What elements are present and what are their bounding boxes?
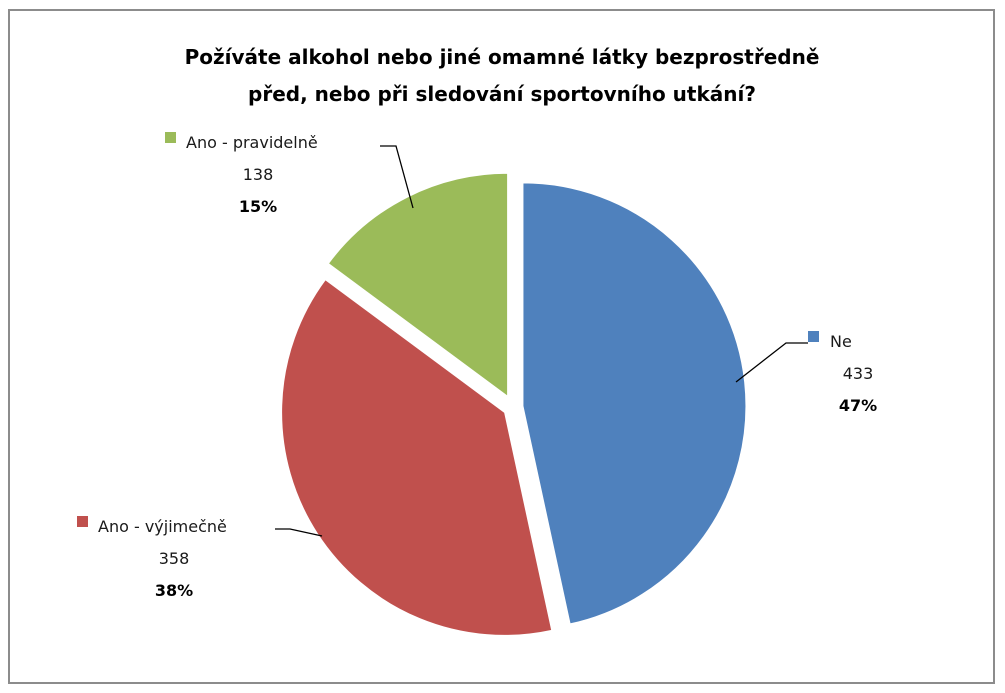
legend-key-1 (77, 516, 88, 527)
chart-title-line-1: Požíváte alkohol nebo jiné omamné látky … (185, 45, 820, 69)
slice-label-1: Ano - výjimečně (98, 517, 227, 536)
pie-slices (281, 172, 747, 636)
slice-value-0: 433 (843, 364, 874, 383)
slice-label-0: Ne (830, 332, 852, 351)
slice-value-2: 138 (243, 165, 274, 184)
pie-slice-2 (327, 172, 509, 398)
pie-slice-1 (281, 279, 553, 636)
leader-line-0 (735, 342, 808, 383)
legend-key-2 (165, 132, 176, 143)
leader-line-1 (275, 528, 323, 537)
slice-percent-1: 38% (155, 581, 193, 600)
slice-value-1: 358 (159, 549, 190, 568)
pie-slice-0 (522, 182, 747, 625)
pie-labels: Ne 433 47% Ano - výjimečně 358 38% Ano - pravi… (77, 132, 877, 600)
slice-percent-2: 15% (239, 197, 277, 216)
chart-title-line-2: před, nebo při sledování sportovního utk… (248, 82, 756, 106)
slice-percent-0: 47% (839, 396, 877, 415)
legend-key-0 (808, 331, 819, 342)
leader-line-2 (380, 145, 414, 209)
slice-label-2: Ano - pravidelně (186, 133, 318, 152)
